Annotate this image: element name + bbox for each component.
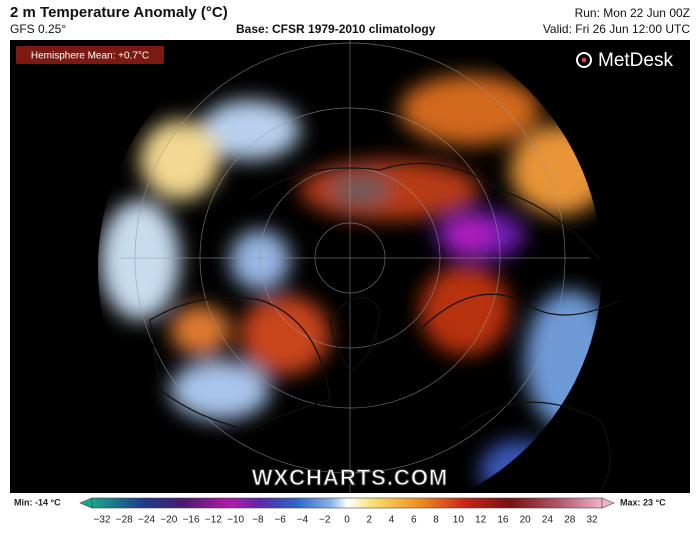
colorbar-tick-label: 0 xyxy=(344,515,350,526)
colorbar-tick-label: −8 xyxy=(252,515,264,526)
colorbar-tick-label: −20 xyxy=(160,515,177,526)
valid-time: Valid: Fri 26 Jun 12:00 UTC xyxy=(542,22,690,36)
colorbar-tick-label: 4 xyxy=(389,515,395,526)
colorbar-tick-label: −12 xyxy=(205,515,222,526)
run-time: Run: Mon 22 Jun 00Z xyxy=(574,6,690,20)
title: 2 m Temperature Anomaly (°C) xyxy=(10,4,228,21)
colorbar-tick-label: 2 xyxy=(366,515,372,526)
hemisphere-mean: Hemisphere Mean: +0.7°C xyxy=(31,51,149,62)
colorbar-tick-label: −28 xyxy=(116,515,133,526)
colorbar-tick-label: −6 xyxy=(274,515,286,526)
colorbar-tick-label: 10 xyxy=(453,515,465,526)
colorbar-tick-label: −24 xyxy=(138,515,155,526)
model-name: GFS 0.25° xyxy=(10,22,67,36)
badge-box xyxy=(16,46,164,64)
colorbar-tick-label: 6 xyxy=(411,515,417,526)
colorbar xyxy=(79,497,615,509)
colorbar-tick-label: −16 xyxy=(183,515,200,526)
colorbar-tick-label: 20 xyxy=(520,515,532,526)
colorbar-tick-label: −4 xyxy=(297,515,309,526)
colorbar-tick-label: 28 xyxy=(564,515,576,526)
climatology-base: Base: CFSR 1979-2010 climatology xyxy=(236,22,436,36)
colorbar-tick-label: −32 xyxy=(94,515,111,526)
colorbar-tick-label: 16 xyxy=(497,515,509,526)
colorbar-min: Min: -14 °C xyxy=(14,497,61,507)
colorbar-tick-label: 8 xyxy=(433,515,439,526)
colorbar-tick-label: 12 xyxy=(475,515,487,526)
colorbar-tick-label: 32 xyxy=(586,515,598,526)
watermark: WXCHARTS.COM xyxy=(252,465,449,490)
colorbar-tick-label: −2 xyxy=(319,515,331,526)
colorbar-tick-label: 24 xyxy=(542,515,554,526)
colorbar-tick-label: −10 xyxy=(227,515,244,526)
logo-icon xyxy=(576,52,592,68)
colorbar-max: Max: 23 °C xyxy=(620,497,666,507)
logo: MetDesk xyxy=(598,50,673,71)
